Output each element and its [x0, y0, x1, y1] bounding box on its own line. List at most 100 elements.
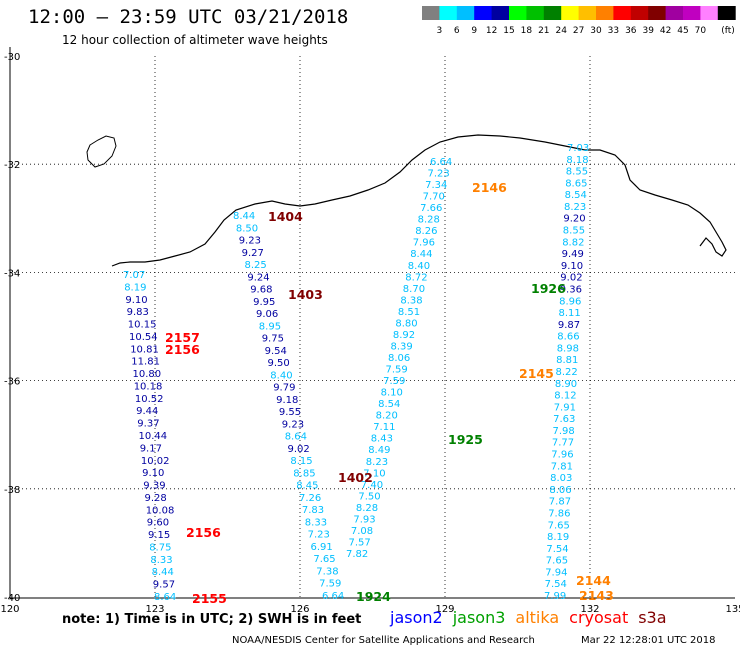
colorbar-swatch — [613, 6, 632, 20]
colorbar-unit: (ft) — [721, 26, 735, 36]
swh-value: 9.23 — [239, 236, 261, 247]
credit-line: NOAA/NESDIS Center for Satellite Applica… — [232, 635, 535, 646]
altimeter-tracks: 7.078.199.109.8310.1510.5410.8111.8110.8… — [123, 143, 589, 603]
colorbar-swatch — [491, 6, 510, 20]
swh-value: 8.72 — [405, 272, 427, 283]
colorbar-tick-label: 33 — [608, 26, 619, 36]
sat-jason2: jason2 — [390, 608, 443, 627]
swh-value: 9.50 — [268, 358, 290, 369]
swh-value: 9.24 — [247, 272, 269, 283]
swh-value: 7.59 — [319, 579, 341, 590]
swh-value: 8.11 — [559, 308, 581, 319]
swh-value: 6.91 — [311, 542, 333, 553]
swh-value: 9.55 — [279, 407, 301, 418]
swh-value: 7.38 — [316, 567, 338, 578]
swh-value: 8.19 — [124, 282, 146, 293]
sat-jason3: jason3 — [452, 608, 506, 627]
generated-timestamp: Mar 22 12:28:01 UTC 2018 — [581, 635, 716, 646]
pass-time-label: 1402 — [338, 470, 373, 485]
pass-time-label: 1925 — [448, 432, 483, 447]
swh-value: 8.06 — [549, 485, 571, 496]
colorbar-swatch — [596, 6, 614, 20]
swh-value: 7.65 — [313, 554, 335, 565]
colorbar-tick-label: 24 — [555, 26, 567, 36]
swh-value: 8.19 — [547, 532, 569, 543]
swh-value: 9.10 — [142, 468, 164, 479]
swh-value: 8.43 — [371, 434, 393, 445]
colorbar-swatch — [422, 6, 440, 20]
pass-time-label: 2146 — [472, 180, 507, 195]
colorbar-legend: 3 6 9 12 15 18 21 24 27 30 33 36 39 42 45 70 (ft) — [422, 6, 736, 36]
sat-cryosat: cryosat — [569, 608, 629, 627]
track-123: 7.078.199.109.8310.1510.5410.8111.8110.8… — [123, 270, 176, 603]
swh-value: 8.96 — [559, 296, 581, 307]
swh-value: 9.20 — [563, 214, 585, 225]
swh-value: 8.44 — [233, 211, 255, 222]
swh-value: 9.60 — [147, 518, 169, 529]
colorbar-swatch — [509, 6, 527, 20]
swh-value: 7.66 — [420, 203, 442, 214]
swh-value: 8.98 — [557, 343, 579, 354]
colorbar-swatch — [578, 6, 597, 20]
swh-value: 8.45 — [296, 481, 318, 492]
lat-tick-label: -32 — [4, 160, 20, 171]
swh-value: 10.52 — [135, 394, 164, 405]
swh-value: 10.44 — [139, 431, 168, 442]
sat-altika: altika — [515, 608, 560, 627]
swh-value: 10.08 — [146, 505, 175, 516]
swh-value: 7.93 — [353, 514, 375, 525]
swh-value: 8.66 — [557, 332, 579, 343]
swh-value: 8.23 — [366, 457, 388, 468]
swh-value: 8.22 — [556, 367, 578, 378]
swh-value: 9.79 — [273, 383, 295, 394]
swh-value: 9.02 — [560, 273, 582, 284]
colorbar-swatch — [700, 6, 719, 20]
swh-value: 7.87 — [549, 497, 571, 508]
swh-value: 8.18 — [566, 155, 588, 166]
swh-value: 7.91 — [554, 402, 576, 413]
swh-value: 9.15 — [148, 530, 170, 541]
swh-value: 8.40 — [408, 261, 430, 272]
swh-value: 9.17 — [140, 443, 162, 454]
swh-value: 9.49 — [562, 249, 584, 260]
colorbar-swatch — [474, 6, 493, 20]
colorbar-swatch — [665, 6, 684, 20]
swh-value: 9.87 — [558, 320, 580, 331]
map-frame — [9, 47, 735, 599]
swh-value: 8.95 — [259, 321, 281, 332]
swh-value: 7.11 — [373, 422, 395, 433]
lat-lon-grid: 120 123 126 129 132 135 -30 -32 -34 -36 -38 -40 — [0, 52, 740, 615]
swh-value: 7.26 — [299, 493, 321, 504]
swh-value: 8.39 — [391, 342, 413, 353]
swh-value: 7.54 — [545, 579, 567, 590]
swh-value: 7.08 — [351, 526, 373, 537]
swh-value: 8.64 — [285, 432, 307, 443]
swh-value: 8.51 — [398, 307, 420, 318]
colorbar-tick-label: 12 — [486, 26, 497, 36]
colorbar-tick-label: 27 — [573, 26, 584, 36]
swh-value: 7.23 — [308, 530, 330, 541]
swh-value: 9.68 — [250, 285, 272, 296]
colorbar-tick-label: 21 — [538, 26, 549, 36]
swh-value: 10.15 — [128, 320, 157, 331]
track-126: 8.448.509.239.278.259.249.689.959.068.95… — [233, 211, 344, 602]
swh-value: 9.18 — [276, 395, 298, 406]
lon-tick-label: 126 — [290, 604, 309, 615]
pass-time-label: 1403 — [288, 287, 323, 302]
swh-value: 9.27 — [242, 248, 264, 259]
swh-value: 8.70 — [403, 284, 425, 295]
swh-value: 9.23 — [282, 419, 304, 430]
colorbar-tick-label: 42 — [660, 26, 671, 36]
swh-value: 8.64 — [154, 592, 176, 603]
pass-time-label: 2145 — [519, 366, 554, 381]
swh-value: 7.63 — [553, 414, 575, 425]
swh-value: 10.81 — [130, 344, 159, 355]
swh-value: 8.38 — [400, 295, 422, 306]
swh-value: 7.03 — [567, 143, 589, 154]
swh-value: 8.49 — [368, 445, 390, 456]
colorbar-swatch — [439, 6, 458, 20]
swh-value: 8.25 — [245, 260, 267, 271]
pass-time-label: 2156 — [165, 342, 200, 357]
swh-value: 9.36 — [560, 285, 582, 296]
